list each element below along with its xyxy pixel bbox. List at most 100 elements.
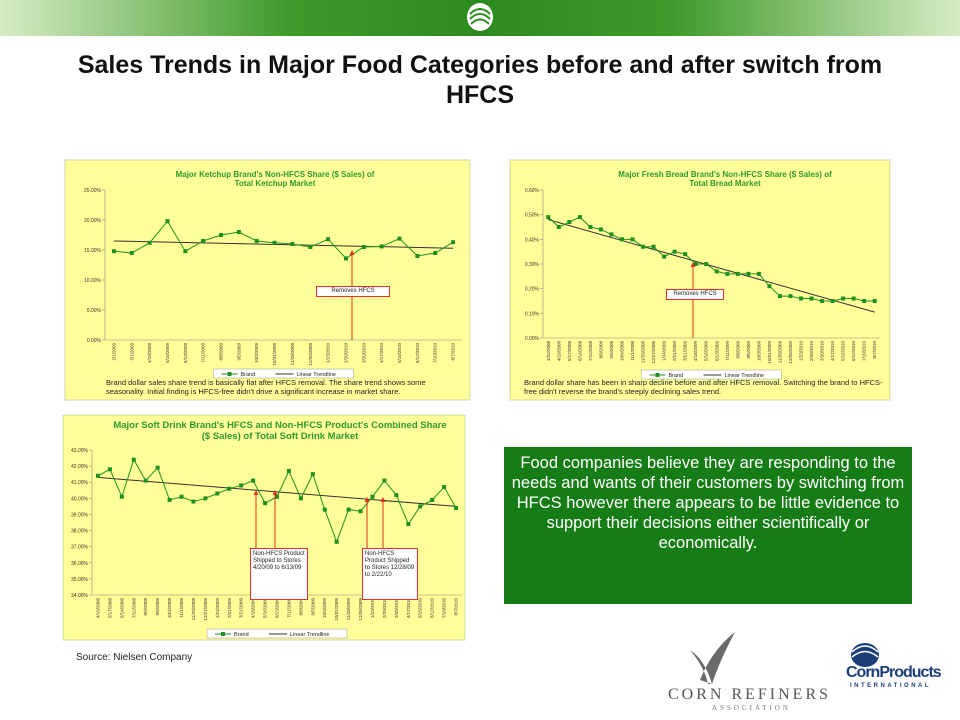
point (756, 271, 761, 276)
x-tick-label: 11/28/2009 (777, 341, 782, 364)
point (767, 284, 772, 289)
cp-logo (851, 645, 879, 658)
x-tick-label: 6/14/2008 (577, 341, 582, 362)
point (406, 522, 411, 527)
point (379, 244, 384, 249)
point (830, 299, 835, 303)
logo-mark (469, 8, 491, 25)
point (290, 242, 295, 246)
trendline (97, 476, 457, 507)
x-tick-label: 9/5/2009 (746, 341, 751, 359)
trendline (113, 240, 454, 249)
point (546, 215, 551, 220)
x-tick-label: 8/8/2009 (298, 598, 303, 616)
x-tick-label: 1/23/2010 (326, 343, 331, 364)
point (641, 244, 646, 249)
x-tick-label: 7/12/2008 (588, 341, 593, 362)
point (672, 249, 677, 254)
slide-title: Sales Trends in Major Food Categories be… (77, 51, 883, 109)
point (361, 245, 366, 249)
annotation-arrowhead (380, 497, 386, 502)
x-tick-label: 6/12/2010 (415, 343, 420, 364)
point (397, 236, 402, 241)
point (147, 240, 152, 245)
point (143, 478, 148, 483)
x-tick-label: 5/17/2008 (567, 341, 572, 362)
annotation-arrowhead (364, 497, 370, 502)
x-tick-label: 5/16/2009 (704, 341, 709, 362)
y-tick-label: 5.00% (87, 308, 102, 314)
point (693, 262, 698, 266)
cp-logo (851, 643, 879, 667)
logo-text: CornProducts (846, 664, 942, 681)
point (236, 230, 241, 234)
x-tick-label: 4/19/2008 (556, 341, 561, 362)
logo-text: INTERNATIONAL (850, 683, 932, 689)
x-tick-label: 3/20/2010 (361, 343, 366, 364)
x-tick-label: 3/20/2010 (394, 598, 399, 619)
x-tick-label: 11/28/2009 (346, 598, 351, 621)
legend-swatch (221, 632, 225, 636)
annotation-arrowhead (690, 262, 696, 267)
point (183, 249, 188, 254)
y-tick-label: 10.00% (84, 278, 102, 284)
x-tick-label: 8/8/2009 (735, 341, 740, 359)
x-tick-label: 4/19/2008 (95, 598, 100, 619)
point (454, 506, 459, 510)
point (370, 494, 375, 499)
x-tick-label: 6/13/2009 (714, 341, 719, 362)
point (119, 494, 124, 499)
x-tick-label: 10/4/2008 (167, 598, 172, 619)
point (788, 294, 793, 299)
point (777, 294, 782, 299)
legend-label: Linear Trendline (290, 632, 329, 638)
x-tick-label: 4/17/2010 (379, 343, 384, 364)
x-tick-label: 7/10/2010 (433, 343, 438, 364)
x-tick-label: 5/16/2009 (263, 598, 268, 619)
x-tick-label: 9/5/2009 (236, 343, 241, 361)
source: Source: Nielsen Company (76, 652, 193, 663)
x-tick-label: 9/5/2009 (310, 598, 315, 616)
x-tick-label: 11/1/2008 (179, 598, 184, 618)
y-tick-label: 38.00% (71, 529, 89, 535)
point (746, 271, 751, 276)
point (841, 296, 846, 301)
x-tick-label: 8/9/2008 (143, 598, 148, 616)
x-tick-label: 12/27/2008 (651, 341, 656, 364)
point (433, 251, 438, 255)
point (272, 240, 277, 245)
point (179, 494, 184, 499)
y-tick-label: 43.00% (71, 448, 89, 454)
trendline (548, 219, 875, 313)
annotation-arrowhead (272, 490, 278, 495)
x-tick-label: 1/24/2009 (662, 341, 667, 362)
point (714, 269, 719, 274)
point (451, 240, 456, 245)
x-tick-label: 10/31/2009 (767, 341, 772, 364)
x-tick-label: 7/11/2009 (725, 341, 730, 361)
x-tick-label: 4/18/2009 (693, 341, 698, 362)
x-tick-label: 12/26/2009 (308, 343, 313, 366)
x-tick-label: 5/15/2010 (397, 343, 402, 364)
y-tick-label: 20.00% (84, 218, 102, 224)
x-tick-label: 9/6/2008 (155, 598, 160, 616)
legend-label: Brand (669, 373, 684, 379)
x-tick-label: 7/10/2010 (442, 598, 447, 619)
x-tick-label: 10/3/2009 (756, 341, 761, 362)
logo-text: ASSOCIATION (712, 704, 791, 712)
y-tick-label: 36.00% (71, 561, 89, 567)
y-tick-label: 41.00% (71, 480, 89, 486)
y-tick-label: 0.30% (525, 262, 540, 268)
series-line (113, 220, 454, 260)
x-tick-label: 7/11/2009 (286, 598, 291, 618)
legend-swatch (227, 372, 232, 376)
point (619, 237, 624, 242)
x-tick-label: 7/11/2009 (201, 343, 206, 363)
point (203, 496, 208, 501)
x-tick-label: 11/29/2008 (191, 598, 196, 621)
point (322, 507, 327, 512)
annotation: Removes HFCS (316, 286, 390, 297)
point (358, 509, 363, 514)
x-tick-label: 5/17/2008 (107, 598, 112, 619)
